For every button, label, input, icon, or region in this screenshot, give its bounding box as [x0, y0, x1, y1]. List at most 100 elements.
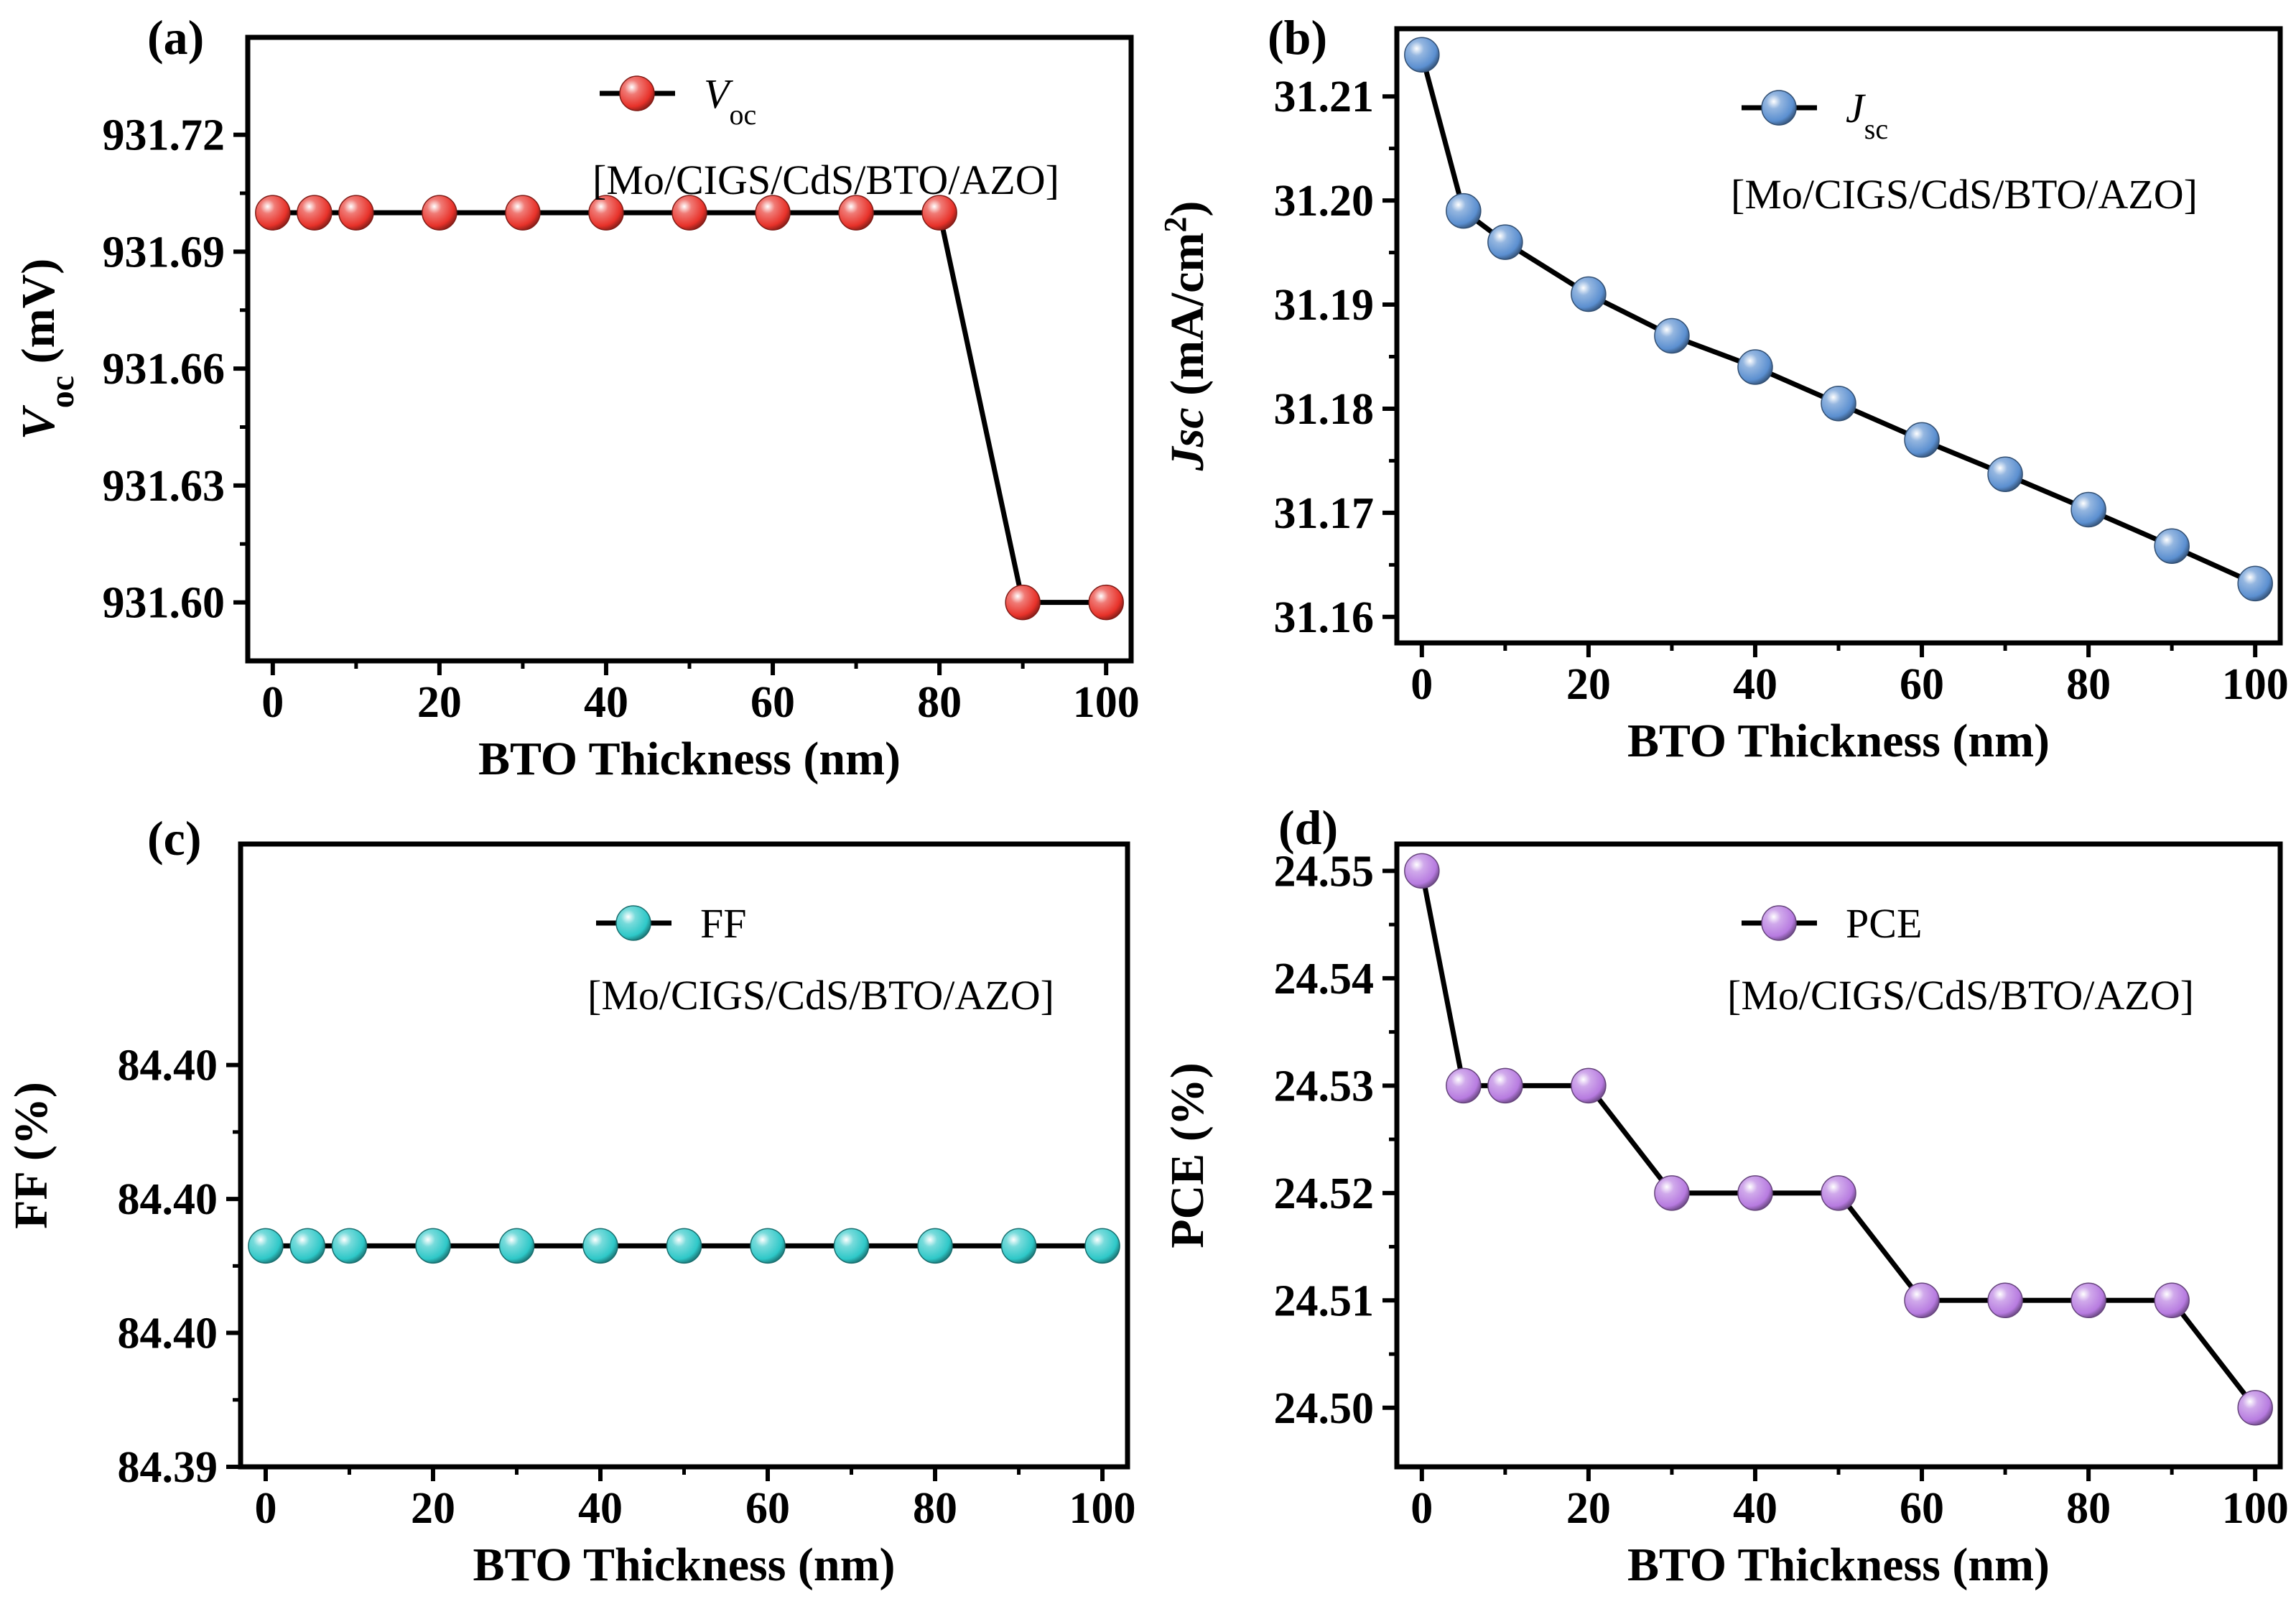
legend-label: Jsc	[1846, 85, 1888, 145]
x-tick-label: 20	[1566, 660, 1611, 709]
data-point	[248, 1228, 284, 1264]
plot-frame	[238, 841, 1130, 1470]
data-point	[2070, 491, 2106, 528]
x-tick-label: 0	[1410, 660, 1433, 709]
data-point	[1904, 422, 1940, 458]
series-line	[1419, 870, 2257, 1409]
y-tick-label: 931.60	[103, 579, 226, 628]
x-tick-label: 40	[578, 1484, 623, 1533]
data-point	[1005, 584, 1041, 621]
x-tick-label: 40	[1733, 660, 1777, 709]
x-tick-label: 80	[913, 1484, 957, 1533]
data-point	[2237, 1390, 2273, 1426]
legend-label: FF	[700, 900, 747, 947]
x-tick-label: 0	[1410, 1484, 1433, 1533]
data-point	[1987, 1282, 2023, 1319]
legend-marker	[1761, 90, 1797, 126]
data-point	[297, 195, 333, 231]
data-point	[1446, 1067, 1482, 1104]
x-tick-label: 60	[745, 1484, 790, 1533]
x-tick-label: 100	[1073, 678, 1140, 727]
x-axis-label: BTO Thickness (nm)	[473, 1539, 895, 1591]
data-point	[671, 195, 707, 231]
x-tick-label: 20	[1566, 1484, 1611, 1533]
y-tick-label: 931.66	[103, 345, 226, 394]
chart-panel-2: 0 20 40 60 80 100 31.16 31.17 31.18 31.19 31.20 31.…	[1158, 10, 2289, 767]
data-point	[422, 195, 457, 231]
x-tick-label: 40	[1733, 1484, 1777, 1533]
data-point	[2070, 1282, 2106, 1319]
data-point	[1404, 37, 1440, 73]
x-tick-label: 60	[1900, 660, 1944, 709]
data-point	[1904, 1282, 1940, 1319]
y-tick-label: 31.18	[1274, 385, 1375, 434]
panel-label: (a)	[147, 10, 204, 65]
x-tick-label: 0	[261, 678, 284, 727]
data-point	[255, 195, 291, 231]
y-tick-label: 931.63	[103, 462, 226, 511]
data-point	[415, 1228, 451, 1264]
plot-frame	[1394, 26, 2283, 646]
data-point	[1737, 1175, 1773, 1211]
data-point	[289, 1228, 325, 1264]
y-tick-label: 24.50	[1274, 1384, 1375, 1433]
x-tick-label: 60	[750, 678, 795, 727]
data-point	[1487, 224, 1523, 260]
panel-label: (d)	[1278, 800, 1338, 855]
y-tick-label: 31.21	[1274, 73, 1375, 121]
data-point	[1404, 853, 1440, 889]
chart-panel-3: 0 20 40 60 80 100 84.39 84.40 84.40 84.40 BTO Thic…	[5, 811, 1136, 1591]
data-point	[2154, 528, 2190, 564]
y-axis-label: Voc (mV)	[12, 259, 81, 440]
x-tick-label: 100	[2222, 1484, 2289, 1533]
data-point	[1571, 276, 1607, 312]
x-axis-label: BTO Thickness (nm)	[1627, 715, 2050, 767]
data-point	[838, 195, 874, 231]
data-point	[505, 195, 541, 231]
chart-panel-1: 0 20 40 60 80 100 931.60 931.63 931.66 931.69 931.…	[12, 10, 1140, 785]
data-point	[1737, 349, 1773, 385]
structure-annotation: [Mo/CIGS/CdS/BTO/AZO]	[1727, 972, 2194, 1019]
data-point	[588, 195, 624, 231]
y-tick-label: 24.52	[1274, 1169, 1375, 1218]
series-line	[272, 210, 1107, 606]
y-tick-label: 84.39	[118, 1443, 218, 1492]
data-point	[1654, 318, 1690, 354]
chart-panel-4: 0 20 40 60 80 100 24.50 24.51 24.52 24.53 24.54 24.…	[1161, 800, 2289, 1591]
y-tick-label: 31.19	[1274, 281, 1375, 330]
plot-frame	[1394, 841, 2283, 1470]
x-tick-label: 40	[584, 678, 628, 727]
legend-marker	[615, 905, 651, 941]
data-point	[338, 195, 374, 231]
legend-marker	[619, 75, 655, 111]
data-point	[666, 1228, 702, 1264]
data-point	[750, 1228, 786, 1264]
data-point	[917, 1228, 953, 1264]
data-point	[1987, 456, 2023, 492]
x-tick-label: 0	[254, 1484, 276, 1533]
x-tick-label: 100	[2222, 660, 2289, 709]
panel-label: (c)	[147, 811, 201, 866]
legend-label: Voc	[704, 70, 756, 131]
data-point	[833, 1228, 870, 1264]
data-point	[1487, 1067, 1523, 1104]
y-tick-label: 84.40	[118, 1175, 218, 1224]
x-tick-label: 20	[417, 678, 462, 727]
y-tick-label: 31.17	[1274, 489, 1375, 538]
data-point	[2154, 1282, 2190, 1319]
data-point	[921, 195, 957, 231]
data-point	[2237, 565, 2273, 602]
data-point	[1084, 1228, 1120, 1264]
legend-label: PCE	[1846, 900, 1922, 947]
y-tick-label: 31.16	[1274, 593, 1375, 642]
data-point	[1654, 1175, 1690, 1211]
y-tick-label: 24.53	[1274, 1062, 1375, 1111]
y-tick-label: 84.40	[118, 1310, 218, 1358]
y-tick-label: 931.72	[103, 111, 226, 160]
structure-annotation: [Mo/CIGS/CdS/BTO/AZO]	[587, 972, 1054, 1019]
series-line	[1419, 54, 2257, 586]
y-axis-label: FF (%)	[5, 1082, 57, 1229]
panel-label: (b)	[1268, 10, 1327, 65]
y-axis-label: Jsc (mA/cm2)	[1158, 201, 1214, 472]
